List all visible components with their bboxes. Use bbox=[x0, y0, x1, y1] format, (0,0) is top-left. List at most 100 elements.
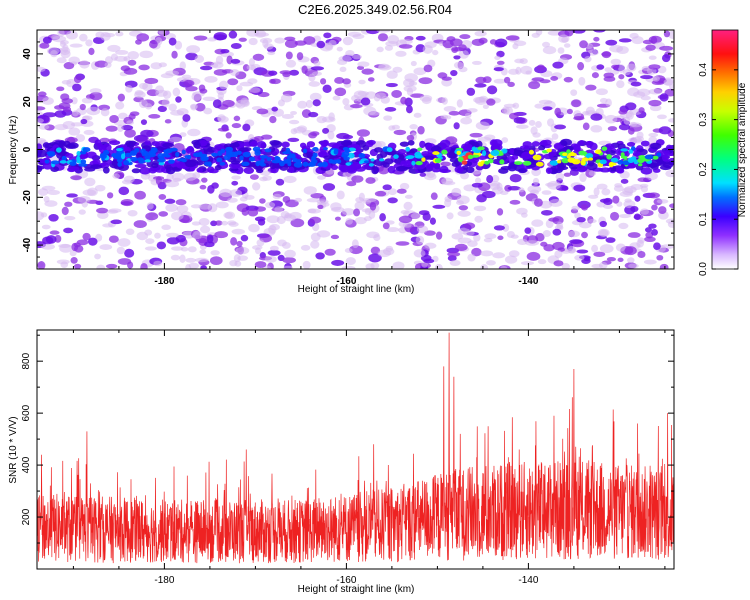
heatmap-hot-cell bbox=[144, 155, 151, 160]
heatmap-cell bbox=[469, 132, 483, 138]
heatmap-cell bbox=[357, 91, 369, 96]
heatmap-band-cell bbox=[37, 149, 48, 158]
heatmap-hot-cell bbox=[239, 155, 244, 161]
heatmap-cell bbox=[574, 254, 585, 261]
heatmap-hot-cell bbox=[312, 146, 319, 152]
heatmap-cell bbox=[164, 119, 172, 124]
heatmap-cell bbox=[45, 235, 57, 244]
heatmap-cell bbox=[70, 256, 78, 264]
heatmap-hot-cell bbox=[216, 157, 223, 163]
heatmap-cell bbox=[446, 212, 454, 220]
heatmap-band-cell bbox=[475, 140, 483, 149]
heatmap-cell bbox=[448, 111, 460, 116]
heatmap-cell bbox=[648, 136, 658, 144]
heatmap-hot-cell bbox=[211, 153, 219, 157]
heatmap-cell bbox=[391, 89, 402, 98]
heatmap-band-cell bbox=[340, 140, 353, 146]
colorbar-tick-label: 0.3 bbox=[698, 112, 709, 126]
heatmap-hot-cell bbox=[157, 153, 165, 159]
heatmap-band-cell bbox=[419, 140, 426, 149]
heatmap-cell bbox=[644, 236, 656, 243]
heatmap-hot-cell bbox=[415, 160, 423, 166]
heatmap-cell bbox=[474, 215, 483, 223]
heatmap-cell bbox=[582, 122, 590, 131]
heatmap-band-cell bbox=[67, 166, 80, 172]
heatmap-cell bbox=[601, 50, 611, 59]
heatmap-hot-cell bbox=[274, 155, 280, 161]
heatmap-cell bbox=[618, 38, 632, 43]
heatmap-cell bbox=[305, 99, 313, 108]
heatmap-cell bbox=[534, 103, 545, 109]
heatmap-cell bbox=[350, 104, 363, 109]
heatmap-cell bbox=[408, 81, 418, 86]
heatmap-cell bbox=[665, 169, 674, 178]
heatmap-cell bbox=[103, 32, 116, 38]
heatmap-cell bbox=[105, 263, 118, 269]
heatmap-cell bbox=[148, 114, 161, 119]
heatmap-cell bbox=[410, 60, 417, 67]
heatmap-cell bbox=[168, 37, 177, 46]
heatmap-cell bbox=[336, 190, 345, 200]
heatmap-cell bbox=[415, 35, 426, 41]
snr-y-tick-label: 800 bbox=[21, 352, 32, 369]
heatmap-cell bbox=[203, 241, 215, 248]
heatmap-cell bbox=[615, 243, 626, 252]
heatmap-band-cell bbox=[238, 147, 250, 153]
heatmap-cell bbox=[361, 68, 374, 75]
heatmap-cell bbox=[136, 33, 150, 42]
heatmap-hot-cell bbox=[76, 155, 81, 162]
heatmap-cell bbox=[171, 172, 185, 182]
heatmap-cell bbox=[302, 260, 311, 269]
heatmap-hot-cell bbox=[467, 154, 474, 160]
heatmap-band-cell bbox=[196, 167, 203, 173]
heatmap-cell bbox=[279, 70, 292, 75]
heatmap-band-cell bbox=[249, 141, 258, 147]
heatmap-cell bbox=[146, 202, 154, 210]
heatmap-cell bbox=[221, 220, 228, 226]
heatmap-cell bbox=[303, 36, 316, 45]
heatmap-hot-cell bbox=[347, 152, 355, 159]
heatmap-cell bbox=[41, 224, 51, 230]
heatmap-cell bbox=[554, 124, 566, 130]
heatmap-cell bbox=[342, 78, 351, 85]
heatmap-cell bbox=[222, 99, 235, 108]
heatmap-cell bbox=[458, 66, 468, 73]
heatmap-cell bbox=[547, 180, 561, 190]
snr-x-tick-label: -140 bbox=[518, 575, 538, 586]
heatmap-band-cell bbox=[338, 163, 349, 172]
heatmap-cell bbox=[656, 114, 667, 120]
heatmap-cell bbox=[576, 217, 586, 223]
heatmap-cell bbox=[79, 60, 90, 69]
heatmap-cell bbox=[315, 252, 325, 260]
heatmap-cell bbox=[599, 220, 607, 228]
heatmap-cell bbox=[87, 237, 98, 246]
heatmap-hot-cell bbox=[417, 147, 423, 152]
heatmap-cell bbox=[43, 196, 50, 203]
heatmap-cell bbox=[548, 217, 560, 222]
heatmap-cell bbox=[505, 35, 520, 41]
heatmap-cell bbox=[230, 43, 242, 50]
heatmap-cell bbox=[547, 30, 562, 36]
heatmap-cell bbox=[556, 221, 563, 230]
heatmap-cell bbox=[357, 61, 370, 68]
heatmap-cell bbox=[248, 37, 258, 46]
heatmap-cell bbox=[591, 244, 599, 253]
heatmap-cell bbox=[331, 259, 345, 266]
heatmap-hot-cell bbox=[121, 153, 126, 160]
heatmap-cell bbox=[542, 46, 557, 55]
heatmap-hot-cell bbox=[80, 151, 87, 155]
heatmap-cell bbox=[100, 108, 110, 117]
heatmap-cell bbox=[383, 115, 393, 121]
heatmap-cell bbox=[449, 259, 461, 266]
heatmap-cell bbox=[238, 37, 247, 42]
heatmap-cell bbox=[519, 58, 528, 65]
heatmap-hot-cell bbox=[111, 154, 120, 158]
heatmap-cell bbox=[231, 180, 239, 186]
heatmap-cell bbox=[300, 244, 311, 251]
heatmap-cell bbox=[144, 77, 159, 85]
heatmap-cell bbox=[443, 106, 457, 112]
heatmap-cell bbox=[416, 225, 429, 234]
heatmap-hot-cell bbox=[59, 160, 67, 164]
heatmap-cell bbox=[634, 195, 641, 202]
heatmap-cell bbox=[165, 203, 178, 212]
